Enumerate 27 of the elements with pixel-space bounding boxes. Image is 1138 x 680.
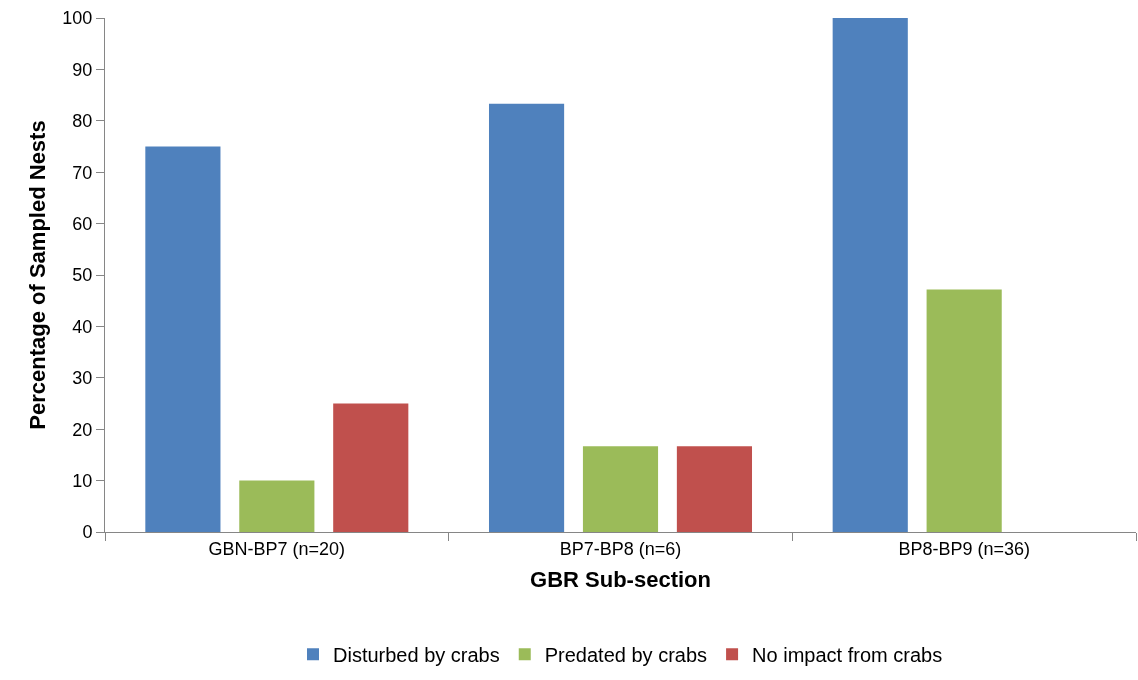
y-tick-label: 10	[72, 470, 93, 491]
y-tick-label: 0	[82, 522, 93, 543]
bar	[488, 103, 565, 532]
x-axis-title: GBR Sub-section	[530, 567, 711, 593]
y-tick-label: 90	[72, 59, 93, 80]
x-tick-label: GBN-BP7 (n=20)	[208, 538, 346, 559]
legend-label: Predated by crabs	[544, 644, 708, 667]
y-tick-label: 60	[72, 213, 93, 234]
bar	[582, 446, 659, 532]
bar	[333, 403, 409, 532]
y-tick-label: 30	[72, 368, 93, 389]
bar	[676, 446, 753, 532]
y-tick-label: 40	[72, 316, 93, 337]
y-tick-label: 20	[72, 419, 93, 440]
y-axis-title: Percentage of Sampled Nests	[25, 120, 51, 430]
y-tick-label: 50	[72, 265, 93, 286]
x-tick-label: BP7-BP8 (n=6)	[559, 538, 682, 559]
bar	[145, 146, 221, 532]
y-tick-label: 80	[72, 111, 93, 132]
legend-label: No impact from crabs	[752, 644, 943, 667]
legend-label: Disturbed by crabs	[333, 644, 500, 667]
y-tick-label: 100	[62, 8, 93, 29]
bar	[926, 289, 1002, 532]
x-tick-label: BP8-BP9 (n=36)	[898, 538, 1030, 559]
y-tick-label: 70	[72, 162, 93, 183]
bar	[239, 480, 315, 532]
bar	[832, 18, 908, 532]
